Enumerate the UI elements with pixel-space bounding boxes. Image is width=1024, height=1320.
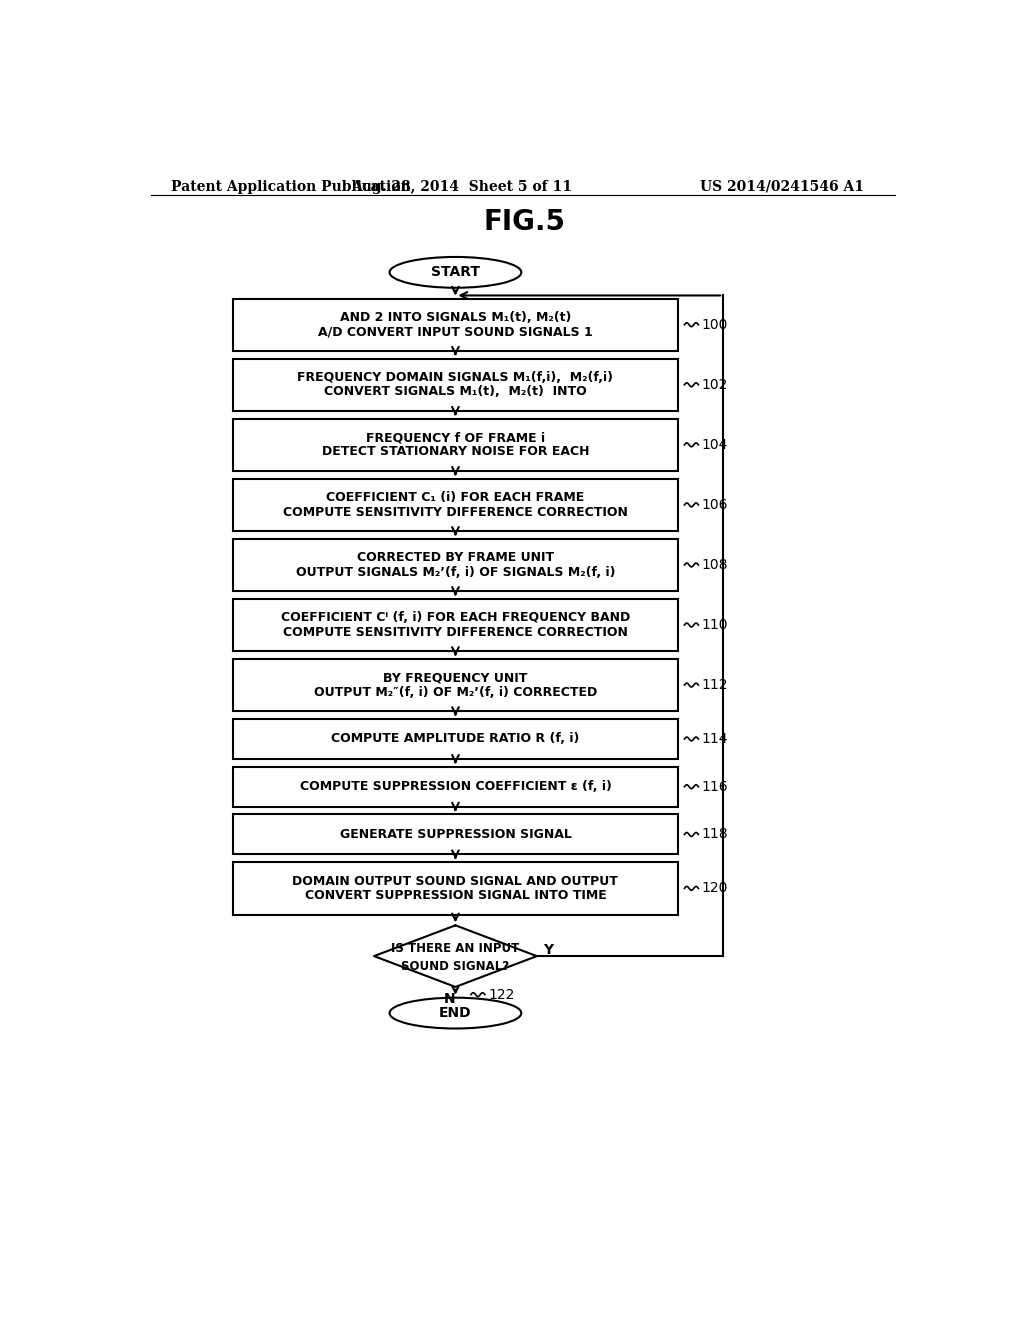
Bar — [232, 719, 678, 759]
Text: COMPUTE SUPPRESSION COEFFICIENT ε (f, i): COMPUTE SUPPRESSION COEFFICIENT ε (f, i) — [299, 780, 611, 793]
Text: IS THERE AN INPUT: IS THERE AN INPUT — [391, 942, 519, 954]
Bar — [232, 479, 678, 531]
Bar — [232, 298, 678, 351]
Text: 104: 104 — [701, 438, 728, 451]
Text: 114: 114 — [701, 733, 728, 746]
Text: DOMAIN OUTPUT SOUND SIGNAL AND OUTPUT: DOMAIN OUTPUT SOUND SIGNAL AND OUTPUT — [293, 875, 618, 888]
Text: CONVERT SUPPRESSION SIGNAL INTO TIME: CONVERT SUPPRESSION SIGNAL INTO TIME — [304, 888, 606, 902]
Text: DETECT STATIONARY NOISE FOR EACH: DETECT STATIONARY NOISE FOR EACH — [322, 445, 589, 458]
Text: 102: 102 — [701, 378, 728, 392]
Bar — [232, 418, 678, 471]
Text: COMPUTE SENSITIVITY DIFFERENCE CORRECTION: COMPUTE SENSITIVITY DIFFERENCE CORRECTIO… — [283, 626, 628, 639]
Text: 112: 112 — [701, 678, 728, 692]
Text: 100: 100 — [701, 318, 728, 331]
Text: FIG.5: FIG.5 — [483, 209, 566, 236]
Text: COMPUTE AMPLITUDE RATIO R (f, i): COMPUTE AMPLITUDE RATIO R (f, i) — [331, 733, 580, 746]
Text: COEFFICIENT Cⁱ (f, i) FOR EACH FREQUENCY BAND: COEFFICIENT Cⁱ (f, i) FOR EACH FREQUENCY… — [281, 611, 630, 624]
Text: 118: 118 — [701, 828, 728, 841]
Text: FREQUENCY DOMAIN SIGNALS M₁(f,i),  M₂(f,i): FREQUENCY DOMAIN SIGNALS M₁(f,i), M₂(f,i… — [297, 371, 613, 384]
Bar — [232, 539, 678, 591]
Text: CONVERT SIGNALS M₁(t),  M₂(t)  INTO: CONVERT SIGNALS M₁(t), M₂(t) INTO — [324, 385, 587, 399]
Text: 122: 122 — [488, 987, 514, 1002]
Bar — [232, 814, 678, 854]
Text: SOUND SIGNAL?: SOUND SIGNAL? — [401, 960, 510, 973]
Text: Y: Y — [543, 942, 553, 957]
Text: 108: 108 — [701, 558, 728, 572]
Text: COMPUTE SENSITIVITY DIFFERENCE CORRECTION: COMPUTE SENSITIVITY DIFFERENCE CORRECTIO… — [283, 506, 628, 519]
Text: AND 2 INTO SIGNALS M₁(t), M₂(t): AND 2 INTO SIGNALS M₁(t), M₂(t) — [340, 312, 571, 325]
Text: BY FREQUENCY UNIT: BY FREQUENCY UNIT — [383, 672, 527, 685]
Text: N: N — [443, 993, 455, 1006]
Text: 106: 106 — [701, 498, 728, 512]
Bar — [232, 599, 678, 651]
Bar — [232, 359, 678, 411]
Text: START: START — [431, 265, 480, 280]
Text: COEFFICIENT C₁ (i) FOR EACH FRAME: COEFFICIENT C₁ (i) FOR EACH FRAME — [327, 491, 585, 504]
Text: 110: 110 — [701, 618, 728, 632]
Text: A/D CONVERT INPUT SOUND SIGNALS 1: A/D CONVERT INPUT SOUND SIGNALS 1 — [318, 325, 593, 338]
Text: Aug. 28, 2014  Sheet 5 of 11: Aug. 28, 2014 Sheet 5 of 11 — [351, 180, 571, 194]
Bar — [232, 659, 678, 711]
Text: CORRECTED BY FRAME UNIT: CORRECTED BY FRAME UNIT — [357, 552, 554, 565]
Text: US 2014/0241546 A1: US 2014/0241546 A1 — [700, 180, 864, 194]
Bar — [232, 862, 678, 915]
Text: Patent Application Publication: Patent Application Publication — [171, 180, 411, 194]
Text: OUTPUT SIGNALS M₂’(f, i) OF SIGNALS M₂(f, i): OUTPUT SIGNALS M₂’(f, i) OF SIGNALS M₂(f… — [296, 565, 615, 578]
Text: 120: 120 — [701, 882, 728, 895]
Text: OUTPUT M₂″(f, i) OF M₂’(f, i) CORRECTED: OUTPUT M₂″(f, i) OF M₂’(f, i) CORRECTED — [313, 685, 597, 698]
Text: 116: 116 — [701, 780, 728, 793]
Bar — [232, 767, 678, 807]
Text: GENERATE SUPPRESSION SIGNAL: GENERATE SUPPRESSION SIGNAL — [340, 828, 571, 841]
Text: END: END — [439, 1006, 472, 1020]
Text: FREQUENCY f OF FRAME i: FREQUENCY f OF FRAME i — [366, 432, 545, 445]
